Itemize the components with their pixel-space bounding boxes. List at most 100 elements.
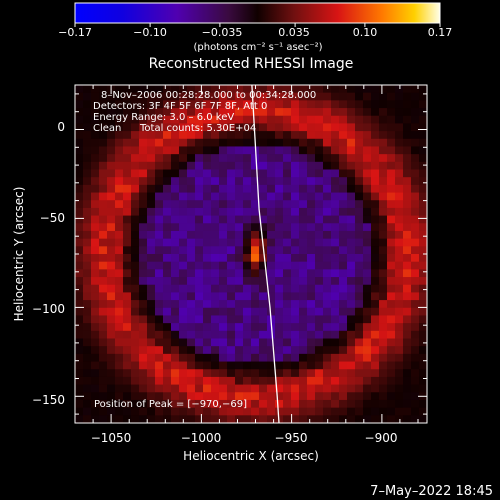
heatmap-cell xyxy=(155,100,164,109)
heatmap-cell xyxy=(243,246,252,255)
heatmap-cell xyxy=(267,131,276,140)
heatmap-cell xyxy=(163,392,172,401)
heatmap-cell xyxy=(379,100,388,109)
heatmap-cell xyxy=(395,108,404,117)
heatmap-cell xyxy=(99,184,108,194)
heatmap-cell xyxy=(187,246,196,255)
heatmap-cell xyxy=(179,338,188,347)
heatmap-cell xyxy=(147,108,156,117)
heatmap-cell xyxy=(395,269,404,278)
heatmap-cell xyxy=(163,200,172,209)
heatmap-cell xyxy=(267,361,276,370)
heatmap-cell xyxy=(171,323,180,332)
heatmap-cell xyxy=(419,200,427,209)
heatmap-cell xyxy=(339,353,348,363)
heatmap-cell xyxy=(395,323,404,332)
heatmap-cell xyxy=(115,369,124,378)
heatmap-cell xyxy=(259,376,268,386)
heatmap-cell xyxy=(371,138,380,148)
heatmap-cell xyxy=(387,177,396,186)
heatmap-cell xyxy=(275,123,284,132)
heatmap-cell xyxy=(75,376,84,386)
heatmap-cell xyxy=(259,100,268,109)
heatmap-cell xyxy=(379,392,388,401)
heatmap-cell xyxy=(171,392,180,401)
heatmap-cell xyxy=(91,338,100,347)
heatmap-cell xyxy=(387,399,396,409)
heatmap-cell xyxy=(195,407,204,416)
heatmap-cell xyxy=(99,200,108,209)
heatmap-cell xyxy=(131,338,140,347)
heatmap-cell xyxy=(403,230,412,240)
heatmap-cell xyxy=(227,154,236,163)
heatmap-cell xyxy=(419,238,427,247)
heatmap-cell xyxy=(323,169,332,178)
heatmap-cell xyxy=(363,154,372,163)
heatmap-cell xyxy=(179,85,188,94)
heatmap-cell xyxy=(163,384,172,393)
heatmap-cell xyxy=(251,353,260,363)
heatmap-cell xyxy=(315,161,324,171)
heatmap-cell xyxy=(323,215,332,224)
heatmap-cell xyxy=(139,92,148,101)
heatmap-cell xyxy=(147,146,156,155)
heatmap-cell xyxy=(107,307,116,317)
heatmap-cell xyxy=(315,123,324,132)
heatmap-cell xyxy=(147,169,156,178)
heatmap-cell xyxy=(99,154,108,163)
heatmap-cell xyxy=(147,269,156,278)
heatmap-cell xyxy=(323,338,332,347)
heatmap-cell xyxy=(259,392,268,401)
heatmap-cell xyxy=(83,100,92,109)
heatmap-cell xyxy=(331,123,340,132)
heatmap-cell xyxy=(147,338,156,347)
heatmap-cell xyxy=(235,238,244,247)
heatmap-cell xyxy=(147,223,156,232)
heatmap-cell xyxy=(411,154,420,163)
heatmap-cell xyxy=(155,284,164,294)
heatmap-cell xyxy=(251,292,260,301)
heatmap-cell xyxy=(91,215,100,224)
heatmap-cell xyxy=(387,369,396,378)
heatmap-cell xyxy=(283,254,292,263)
heatmap-cell xyxy=(195,330,204,340)
colorbar-tick-label: 0.035 xyxy=(278,26,310,39)
heatmap-cell xyxy=(283,177,292,186)
heatmap-cell xyxy=(355,192,364,201)
heatmap-cell xyxy=(195,415,204,423)
heatmap-cell xyxy=(355,369,364,378)
heatmap-cell xyxy=(203,123,212,132)
heatmap-cell xyxy=(139,277,148,286)
heatmap-cell xyxy=(395,85,404,94)
heatmap-cell xyxy=(203,184,212,194)
heatmap-cell xyxy=(275,154,284,163)
heatmap-cell xyxy=(323,192,332,201)
heatmap-cell xyxy=(91,415,100,423)
heatmap-cell xyxy=(171,261,180,270)
heatmap-cell xyxy=(363,85,372,94)
heatmap-cell xyxy=(355,346,364,355)
heatmap-cell xyxy=(411,131,420,140)
heatmap-cell xyxy=(75,399,84,409)
heatmap-cell xyxy=(99,177,108,186)
heatmap-cell xyxy=(259,92,268,101)
heatmap-cell xyxy=(235,131,244,140)
heatmap-cell xyxy=(131,361,140,370)
heatmap-cell xyxy=(179,138,188,148)
heatmap-cell xyxy=(155,338,164,347)
heatmap-cell xyxy=(323,230,332,240)
heatmap-cell xyxy=(283,315,292,324)
heatmap-cell xyxy=(331,161,340,171)
heatmap-cell xyxy=(307,392,316,401)
heatmap-cell xyxy=(259,353,268,363)
heatmap-cell xyxy=(275,169,284,178)
heatmap-cell xyxy=(227,392,236,401)
heatmap-cell xyxy=(299,292,308,301)
heatmap-cell xyxy=(379,138,388,148)
heatmap-cell xyxy=(235,115,244,125)
heatmap-cell xyxy=(195,277,204,286)
heatmap-cell xyxy=(251,169,260,178)
heatmap-cell xyxy=(155,246,164,255)
heatmap-cell xyxy=(227,92,236,101)
heatmap-cell xyxy=(235,407,244,416)
